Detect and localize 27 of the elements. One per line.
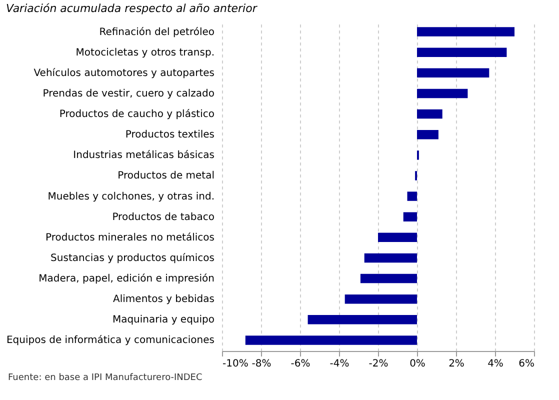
y-tick-label: Productos minerales no metálicos: [45, 232, 214, 244]
source-note: Fuente: en base a IPI Manufacturero-INDEC: [7, 373, 204, 383]
y-tick-label: Productos de caucho y plástico: [59, 109, 214, 120]
y-tick-label: Sustancias y productos químicos: [50, 252, 214, 264]
y-tick-label: Productos de metal: [118, 170, 214, 182]
x-tick-label: 6%: [518, 358, 534, 370]
x-tick-label: 0%: [410, 358, 426, 370]
x-tick-label: 2%: [448, 358, 464, 370]
y-tick-label: Equipos de informática y comunicaciones: [6, 335, 214, 346]
x-tick-label: -4%: [330, 358, 350, 370]
text: Variación acumulada respecto al año anterior: [5, 1, 258, 16]
y-tick-label: Productos de tabaco: [112, 212, 214, 223]
y-tick-label: Prendas de vestir, cuero y calzado: [42, 88, 214, 100]
x-tick-label: -10%: [222, 358, 248, 370]
y-tick-label: Motocicletas y otros transp.: [76, 47, 214, 58]
x-tick-label: -2%: [368, 358, 388, 370]
x-tick-label: 4%: [488, 358, 504, 370]
y-tick-label: Muebles y colchones, y otras ind.: [48, 191, 214, 202]
y-tick-label: Productos textiles: [125, 130, 214, 141]
y-tick-label: Maquinaria y equipo: [112, 314, 214, 326]
y-tick-label: Industrias metálicas básicas: [73, 150, 214, 162]
y-tick-label: Vehículos automotores y autopartes: [34, 68, 214, 79]
x-tick-label: -6%: [290, 358, 310, 370]
y-tick-label: Madera, papel, edición e impresión: [38, 274, 214, 285]
y-tick-label: Alimentos y bebidas: [113, 294, 214, 306]
x-tick-label: -8%: [252, 358, 272, 370]
y-tick-label: Refinación del petróleo: [99, 26, 214, 38]
